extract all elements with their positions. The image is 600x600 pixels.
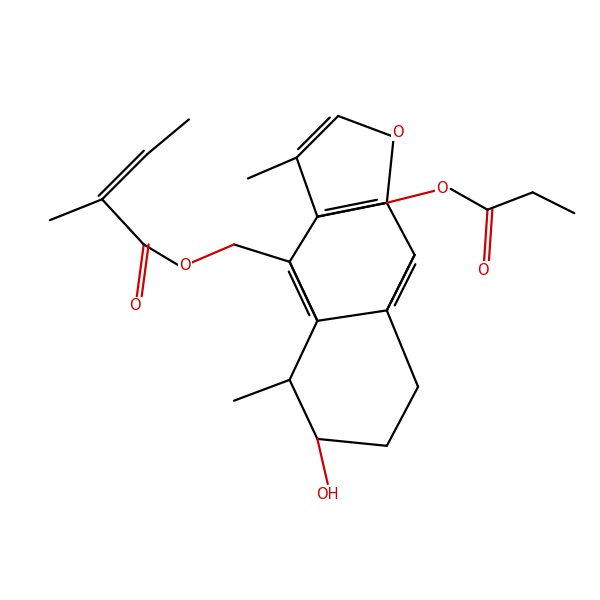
Text: O: O	[477, 263, 488, 278]
Text: O: O	[437, 181, 448, 196]
Text: O: O	[179, 258, 191, 273]
Text: OH: OH	[317, 487, 339, 502]
Text: O: O	[130, 298, 141, 313]
Text: O: O	[392, 125, 404, 140]
